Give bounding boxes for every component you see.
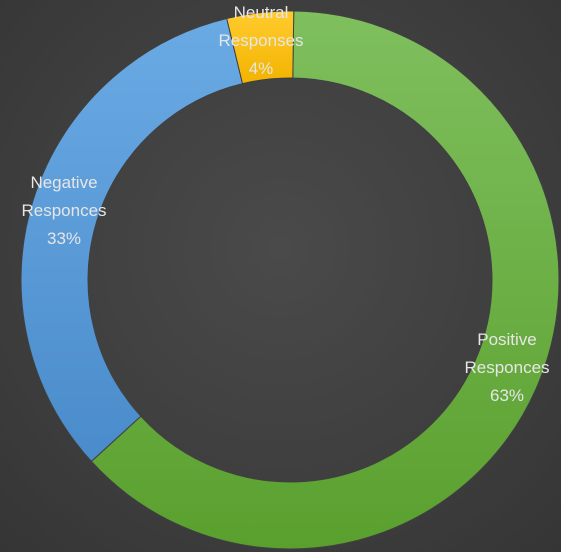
slices-group xyxy=(20,10,560,550)
labels-group: Positive Responces 63% Negative Responces 33%… xyxy=(21,3,549,405)
slice-name-line: Positive xyxy=(477,330,537,349)
slice-label-neutral-responses: Neutral Responses 4% xyxy=(218,3,303,78)
slice-negative-responces xyxy=(20,17,244,463)
slice-name-line: Responces xyxy=(21,201,106,220)
slice-value-label: 33% xyxy=(47,229,81,248)
slice-name-line: Negative xyxy=(30,173,97,192)
slice-name-line: Neutral xyxy=(234,3,289,22)
slice-value-label: 4% xyxy=(249,59,274,78)
slice-value-label: 63% xyxy=(490,386,524,405)
slice-name-line: Responces xyxy=(464,358,549,377)
slice-positive-responces xyxy=(90,10,560,550)
slice-name-line: Responses xyxy=(218,31,303,50)
slice-neutral-responses xyxy=(226,10,295,85)
slice-label-negative-responces: Negative Responces 33% xyxy=(21,173,106,248)
slice-label-positive-responces: Positive Responces 63% xyxy=(464,330,549,405)
